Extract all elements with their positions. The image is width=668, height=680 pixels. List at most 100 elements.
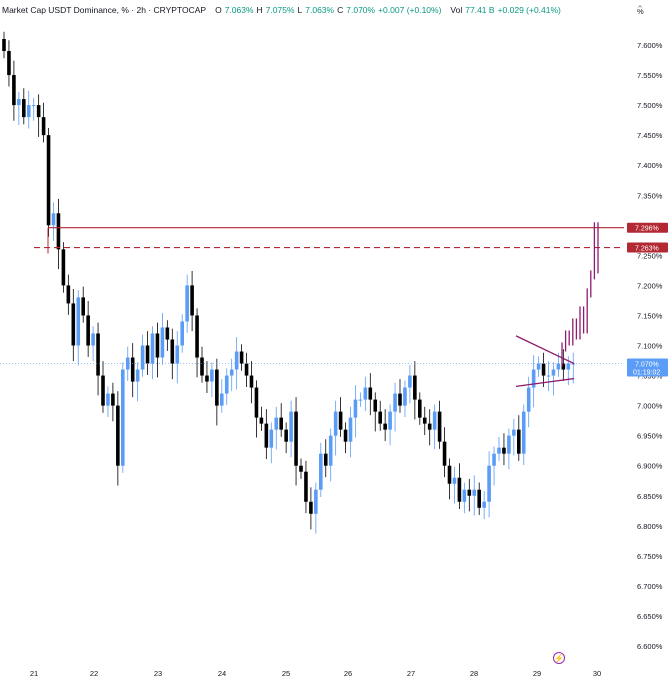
candle-body	[116, 405, 120, 466]
candle-body	[244, 363, 249, 376]
price-tick-label: 6.600%	[637, 642, 663, 651]
price-tick-label: 6.750%	[637, 552, 663, 561]
candle-body	[561, 363, 566, 370]
candle-body	[353, 399, 358, 418]
candle-body	[502, 447, 506, 454]
candle-body	[314, 489, 318, 514]
candle-body	[279, 417, 283, 430]
candle-body	[309, 501, 313, 514]
candle-body	[160, 327, 165, 358]
candle-body	[210, 369, 214, 382]
candle-body	[269, 429, 274, 448]
candle-body	[26, 105, 31, 118]
lightning-icon[interactable]: ⚡	[553, 652, 565, 664]
candle-body	[348, 417, 353, 442]
candle-body	[125, 357, 130, 370]
candle-body	[106, 393, 110, 406]
last-price-tag: 7.070%	[635, 362, 659, 369]
candle-body	[284, 429, 288, 442]
candle-body	[398, 393, 402, 406]
candle-body	[531, 369, 536, 388]
last-price-tag-bg	[627, 358, 668, 377]
resistance-low-tag-bg	[627, 242, 668, 253]
candle-body	[150, 333, 155, 364]
price-tick-label: 7.600%	[637, 41, 663, 50]
low-value: 7.063%	[305, 5, 335, 15]
price-tick-label: 6.900%	[637, 462, 663, 471]
candle-body	[22, 99, 26, 118]
high-value: 7.075%	[265, 5, 295, 15]
candle-body	[66, 285, 71, 304]
close-value: 7.070%	[346, 5, 376, 15]
candle-body	[185, 285, 189, 322]
candle-body	[76, 297, 81, 346]
candle-body	[165, 327, 170, 340]
candle-body	[289, 411, 293, 442]
candle-body	[91, 333, 95, 346]
candle-body	[427, 423, 432, 430]
candle-body	[452, 477, 457, 484]
candle-body	[96, 333, 100, 376]
date-tick-label: 25	[282, 669, 290, 678]
candle-body	[497, 447, 501, 454]
candle-body	[507, 435, 511, 454]
candle-body	[566, 363, 571, 370]
date-tick-label: 30	[593, 669, 601, 678]
candle-body	[551, 369, 556, 376]
date-tick-label: 26	[344, 669, 352, 678]
price-tick-label: 7.000%	[637, 402, 663, 411]
candle-body	[259, 417, 264, 424]
candle-body	[422, 417, 427, 424]
candle-body	[61, 249, 66, 286]
resistance-low-tag: 7.263%	[635, 246, 659, 253]
candle-body	[205, 375, 209, 382]
candle-body	[472, 489, 477, 496]
candle-body	[383, 423, 387, 430]
candle-body	[215, 369, 219, 406]
symbol-title[interactable]: Market Cap USDT Dominance, % · 2h · CRYP…	[2, 5, 207, 15]
candle-body	[71, 303, 76, 346]
resistance-high-tag-bg	[627, 222, 668, 233]
candle-body	[368, 387, 373, 400]
candle-body	[541, 363, 546, 376]
candle-body	[155, 333, 160, 358]
resistance-high-tag: 7.296%	[635, 226, 659, 233]
price-tick-label: 7.450%	[637, 131, 663, 140]
chevron-up-icon[interactable]: ⌃	[636, 4, 644, 14]
candle-body	[536, 363, 541, 370]
candle-body	[571, 363, 576, 365]
candle-body	[294, 411, 298, 466]
candle-body	[467, 489, 472, 496]
candle-body	[457, 477, 462, 502]
price-tick-label: 7.250%	[637, 251, 663, 260]
candle-body	[140, 345, 145, 370]
candle-body	[12, 75, 16, 106]
candle-body	[17, 99, 21, 106]
candle-body	[229, 369, 234, 376]
price-tick-label: 7.150%	[637, 311, 663, 320]
candle-body	[135, 369, 140, 382]
candle-body	[175, 345, 180, 364]
candle-body	[239, 351, 244, 364]
date-tick-label: 23	[154, 669, 162, 678]
candle-body	[462, 489, 467, 502]
price-tick-label: 6.650%	[637, 612, 663, 621]
candle-body	[546, 375, 551, 377]
price-axis: 7.600%7.550%7.500%7.450%7.400%7.350%7.30…	[627, 7, 668, 651]
candle-body	[363, 387, 368, 400]
candle-body	[111, 393, 115, 406]
candle-body	[249, 375, 254, 388]
price-tick-label: 6.950%	[637, 432, 663, 441]
chart-legend: Market Cap USDT Dominance, % · 2h · CRYP…	[2, 3, 561, 17]
price-tick-label: 7.500%	[637, 101, 663, 110]
price-tick-label: 6.850%	[637, 492, 663, 501]
price-tick-label: 7.550%	[637, 71, 663, 80]
candle-body	[447, 465, 452, 484]
candle-body	[145, 345, 150, 364]
candle-body	[333, 411, 338, 436]
candle-body	[56, 213, 61, 250]
candle-body	[224, 375, 229, 394]
candle-body	[403, 387, 407, 406]
price-tick-label: 6.700%	[637, 582, 663, 591]
